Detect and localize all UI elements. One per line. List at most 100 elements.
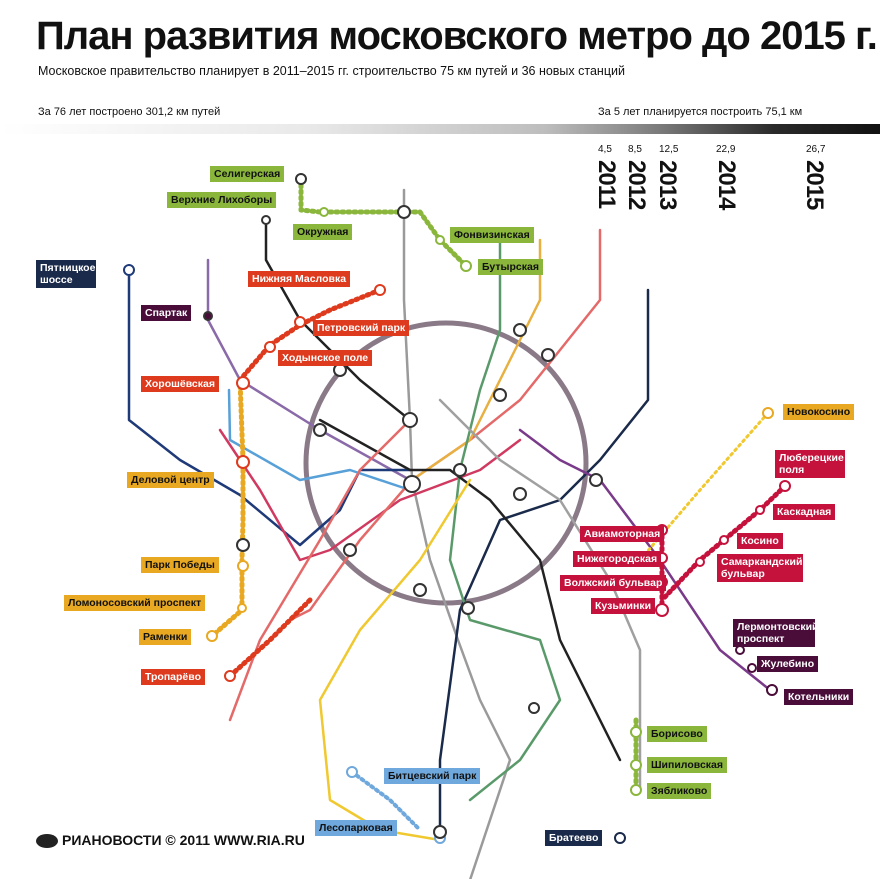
new-line-2011-north — [298, 176, 469, 269]
transfer-hub-east — [513, 487, 527, 501]
label-aviamotornaya: Авиамоторная — [580, 526, 665, 542]
line-yellow-sw — [318, 478, 472, 842]
transfer-hub-ring-ne2 — [541, 348, 555, 362]
label-lyuberetskie-polya: Люберецкие поля — [775, 450, 845, 478]
timeline-km-2014: 22,9 — [716, 144, 736, 155]
label-kosino: Косино — [737, 533, 783, 549]
station-petrovsky-park — [294, 316, 306, 328]
label-nizhnyaya-maslovka: Нижняя Масловка — [248, 271, 351, 287]
built-km-stat: За 76 лет построено 301,2 км путей — [38, 106, 221, 118]
timeline-km-2015: 26,7 — [806, 144, 826, 155]
page-subtitle: Московское правительство планирует в 201… — [38, 64, 625, 78]
transfer-hub-ring-ne — [513, 323, 527, 337]
line-red-sw — [228, 418, 412, 722]
label-seligerskaya: Селигерская — [210, 166, 285, 182]
station-zyablikovo — [630, 784, 642, 796]
line-grey-north — [402, 188, 512, 879]
label-khodynskoe-pole: Ходынское поле — [278, 350, 373, 366]
transfer-hub-ring-south — [413, 583, 427, 597]
line-navy-south — [438, 288, 650, 842]
transfer-hub-far-south — [433, 825, 447, 839]
timeline-km-2012: 8,5 — [628, 144, 642, 155]
station-borisovo — [630, 726, 642, 738]
station-zhulebino — [747, 663, 757, 673]
station-butyrskaya — [460, 260, 472, 272]
label-shipilovskaya: Шипиловская — [647, 757, 728, 773]
station-ramenki — [206, 630, 218, 642]
transfer-hub-north — [397, 205, 411, 219]
line-purple-se — [518, 428, 772, 692]
station-spartak — [203, 311, 213, 321]
timeline-km-2011: 4,5 — [598, 144, 612, 155]
station-seligerskaya — [295, 173, 307, 185]
station-verkhnie-likhobory — [261, 215, 271, 225]
transfer-hub-center — [403, 475, 421, 493]
label-verkhnie-likhobory: Верхние Лихоборы — [167, 192, 277, 208]
page-title: План развития московского метро до 2015 … — [36, 14, 878, 58]
timeline-gradient-bar — [0, 124, 880, 134]
label-butyrskaya: Бутырская — [478, 259, 543, 275]
line-red-axis — [288, 228, 602, 622]
label-kaskadnaya: Каскадная — [773, 504, 836, 520]
label-okruzhnaya: Окружная — [293, 224, 353, 240]
label-delovoy-tsentr: Деловой центр — [127, 472, 214, 488]
station-troparevo — [224, 670, 236, 682]
label-ramenki: Раменки — [139, 629, 192, 645]
transfer-hub-south — [528, 702, 540, 714]
label-nizhegorodskaya: Нижегородская — [573, 551, 662, 567]
station-shipilovskaya — [630, 759, 642, 771]
label-samarkandsky: Самаркандский бульвар — [717, 554, 803, 582]
station-fonvizinskaya — [435, 235, 445, 245]
label-kuzminki: Кузьминки — [591, 598, 656, 614]
new-line-2015-south — [350, 770, 422, 832]
station-pyatnitskoe-shosse — [123, 264, 135, 276]
label-khoroshevskaya: Хорошёвская — [141, 376, 219, 392]
station-ramenki-mid — [237, 603, 247, 613]
label-pyatnitskoe-shosse: Пятницкое шоссе — [36, 260, 96, 288]
label-lomonosovsky: Ломоносовский проспект — [64, 595, 206, 611]
label-zyablikovo: Зябликово — [647, 783, 712, 799]
label-troparevo: Тропарёво — [141, 669, 206, 685]
station-kotelniki — [766, 684, 778, 696]
station-okruzhnaya — [319, 207, 329, 217]
label-brateevo: Братеево — [545, 830, 603, 846]
new-line-2013-sw — [227, 597, 313, 679]
label-petrovsky-park: Петровский парк — [313, 320, 410, 336]
transfer-hub-center-east — [453, 463, 467, 477]
station-khodynskoe-pole — [264, 341, 276, 353]
transfer-hub-ring-east — [589, 473, 603, 487]
station-nizhnyaya-maslovka — [374, 284, 386, 296]
label-bitsevsky: Битцевский парк — [384, 768, 481, 784]
transfer-hub-center-north — [402, 412, 418, 428]
station-kosino — [719, 535, 729, 545]
ria-logo-icon — [36, 834, 58, 849]
transfer-hub-ring-west — [313, 423, 327, 437]
station-novokosino — [762, 407, 774, 419]
new-line-2012-west — [209, 377, 246, 639]
label-novokosino: Новокосино — [783, 404, 855, 420]
label-zhulebino: Жулебино — [757, 656, 819, 672]
station-samarkandsky — [695, 557, 705, 567]
station-bitsevsky — [346, 766, 358, 778]
footer-credit: РИАНОВОСТИ © 2011 WWW.RIA.RU — [62, 832, 305, 848]
station-park-pobedy — [236, 538, 250, 552]
line-pink-west — [218, 428, 522, 562]
station-brateevo — [614, 832, 626, 844]
label-spartak: Спартак — [141, 305, 192, 321]
ria-novosti-logo: РИАНОВОСТИ © 2011 WWW.RIA.RU — [36, 832, 305, 849]
station-lyuberetskie-polya — [779, 480, 791, 492]
station-kuzminki — [655, 603, 669, 617]
label-lermontovsky: Лермонтовский проспект — [733, 619, 818, 647]
station-khoroshevskaya — [236, 376, 250, 390]
station-lermontovsky — [735, 645, 745, 655]
label-lesoparkovaya: Лесопарковая — [315, 820, 397, 836]
label-borisovo: Борисово — [647, 726, 707, 742]
transfer-hub-ne-inner — [493, 388, 507, 402]
transfer-hub-ring-sw — [343, 543, 357, 557]
planned-km-stat: За 5 лет планируется построить 75,1 км — [598, 106, 803, 118]
timeline-km-2013: 12,5 — [659, 144, 679, 155]
line-black-se — [318, 418, 622, 762]
line-lightblue-west — [227, 388, 412, 492]
station-kaskadnaya — [755, 505, 765, 515]
